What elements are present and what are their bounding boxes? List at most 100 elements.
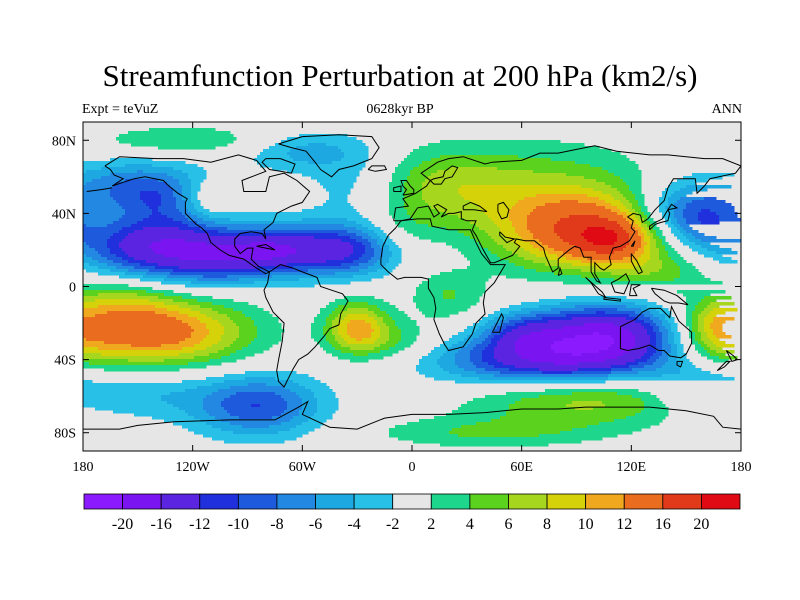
contour-fill — [650, 236, 654, 240]
contour-fill — [389, 428, 453, 432]
contour-fill — [617, 236, 630, 240]
contour-fill — [341, 350, 381, 354]
contour-fill — [626, 206, 633, 210]
contour-fill — [677, 353, 687, 357]
coastline — [256, 243, 276, 251]
contour-fill — [140, 278, 165, 282]
contour-fill — [245, 314, 273, 318]
coastline — [104, 154, 311, 275]
contour-fill — [152, 212, 162, 216]
contour-fill — [152, 209, 159, 213]
contour-fill — [452, 428, 573, 432]
contour-fill — [692, 323, 699, 327]
contour-fill — [140, 263, 159, 267]
contour-fill — [584, 308, 618, 312]
contour-fill — [134, 230, 195, 234]
contour-fill — [536, 206, 606, 210]
contour-fill — [488, 344, 498, 348]
contour-fill — [695, 347, 705, 351]
contour-fill — [173, 422, 207, 426]
contour-fill — [605, 206, 618, 210]
contour-fill — [191, 194, 198, 198]
contour-fill — [635, 359, 648, 363]
contour-fill — [467, 266, 525, 270]
contour-fill — [359, 257, 372, 261]
contour-fill — [578, 368, 612, 372]
contour-fill — [488, 362, 504, 366]
contour-fill — [83, 308, 168, 312]
colorbar-label: -4 — [347, 516, 360, 533]
contour-fill — [197, 299, 234, 303]
contour-fill — [500, 332, 507, 336]
contour-fill — [668, 209, 675, 213]
contour-fill — [311, 332, 324, 336]
contour-fill — [557, 254, 573, 258]
contour-fill — [323, 332, 333, 336]
contour-fill — [506, 248, 525, 252]
contour-fill — [455, 362, 474, 366]
contour-fill — [83, 266, 99, 270]
contour-fill — [515, 227, 528, 231]
contour-fill — [368, 308, 381, 312]
experiment-label: Expt = teVuZ — [82, 102, 159, 117]
contour-fill — [83, 164, 126, 168]
coastline — [619, 305, 693, 359]
contour-fill — [527, 224, 555, 228]
contour-fill — [452, 245, 483, 249]
contour-fill — [83, 380, 93, 384]
contour-fill — [182, 425, 213, 429]
contour-fill — [83, 383, 213, 387]
contour-fill — [704, 341, 714, 345]
contour-fill — [509, 305, 540, 309]
contour-fill — [443, 296, 456, 300]
contour-fill — [407, 155, 441, 159]
contour-fill — [476, 239, 495, 243]
contour-fill — [191, 200, 201, 204]
contour-fill — [536, 194, 588, 198]
contour-fill — [701, 353, 711, 357]
contour-fill — [668, 320, 675, 324]
contour-fill — [122, 248, 153, 252]
contour-fill — [650, 335, 657, 339]
contour-fill — [626, 182, 642, 186]
contour-fill — [92, 257, 108, 261]
time-label: 0628kyr BP — [366, 102, 434, 117]
contour-fill — [611, 371, 639, 375]
contour-fill — [662, 260, 675, 264]
contour-fill — [161, 203, 177, 207]
coastline — [557, 266, 563, 276]
contour-fill — [161, 281, 192, 285]
contour-fill — [350, 335, 372, 339]
contour-fill — [674, 233, 684, 237]
contour-fill — [707, 356, 720, 360]
contour-fill — [635, 221, 642, 225]
contour-fill — [527, 278, 615, 282]
contour-fill — [188, 323, 207, 327]
contour-fill — [671, 329, 678, 333]
contour-fill — [311, 176, 357, 180]
contour-fill — [683, 242, 696, 246]
contour-fill — [374, 311, 387, 315]
contour-fill — [662, 194, 672, 198]
contour-fill — [659, 236, 666, 240]
contour-fill — [500, 308, 522, 312]
contour-fill — [515, 365, 612, 369]
coastline — [83, 400, 741, 430]
contour-fill — [83, 254, 87, 258]
contour-fill — [392, 254, 402, 258]
contour-fill — [458, 407, 510, 411]
contour-fill — [644, 365, 663, 369]
contour-fill — [338, 332, 348, 336]
contour-fill — [686, 185, 732, 189]
contour-fill — [641, 245, 645, 249]
contour-fill — [455, 290, 486, 294]
contour-fill — [221, 428, 291, 432]
contour-fill — [647, 359, 657, 363]
contour-fill — [599, 350, 630, 354]
contour-fill — [191, 188, 201, 192]
contour-fill — [146, 290, 174, 294]
contour-fill — [563, 239, 588, 243]
contour-fill — [338, 341, 348, 345]
lon-tick-label: 120E — [617, 460, 647, 475]
contour-fill — [326, 335, 336, 339]
